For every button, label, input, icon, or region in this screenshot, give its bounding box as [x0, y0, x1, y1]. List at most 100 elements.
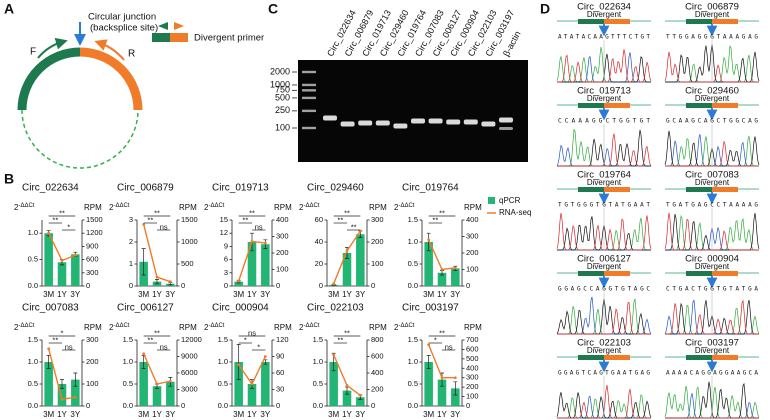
- y-axis-label: 2-ΔΔCt: [299, 203, 320, 213]
- primer-orange: [712, 19, 738, 24]
- x-tick-label: 1Y: [152, 410, 162, 419]
- y-tick-label: 1.0: [123, 357, 133, 366]
- panel-a: Circular junction (backsplice site) F R …: [17, 12, 264, 169]
- rna-seq-point: [440, 268, 444, 271]
- qpcr-bar: [342, 253, 352, 286]
- y-tick-label: 15: [220, 215, 228, 224]
- legend-label: qPCR: [499, 196, 521, 205]
- y2-tick-label: 500: [181, 259, 194, 268]
- ladder-label: 2000: [270, 66, 290, 76]
- qpcr-bar: [152, 386, 162, 406]
- y2-axis-label: RPM: [84, 323, 102, 332]
- y-tick-label: 1.0: [313, 357, 323, 366]
- rna-seq-point: [427, 238, 431, 242]
- rna-seq-point: [237, 363, 241, 367]
- y2-tick-label: 100: [466, 264, 479, 273]
- y-label-base: 2: [109, 203, 114, 212]
- y-label-base: 2: [204, 323, 209, 332]
- reverse-primer: [94, 39, 125, 61]
- y-label-exponent: -ΔΔCt: [18, 323, 34, 329]
- y-axis-label: 2-ΔΔCt: [14, 203, 35, 213]
- y2-tick-label: 120: [276, 335, 289, 344]
- y2-tick-label: 90: [276, 351, 284, 360]
- chart-title: Circ_006127: [117, 303, 174, 314]
- y2-tick-label: 100: [371, 259, 384, 268]
- legend-arrow-orange: [174, 22, 184, 30]
- tile-title: Circ_003197: [685, 338, 739, 349]
- sequence: GGAGTCAGTGAATGAG: [558, 370, 650, 377]
- chart-title: Circ_022634: [22, 183, 79, 194]
- x-tick-label: 3Y: [165, 410, 175, 419]
- y2-tick-label: 300: [86, 268, 99, 277]
- y-tick-label: 9: [224, 241, 228, 250]
- primer-label: Divergent: [587, 94, 622, 103]
- significance-label: ns: [248, 328, 256, 337]
- y-label-exponent: -ΔΔCt: [398, 203, 414, 209]
- x-tick-label: 1Y: [247, 290, 257, 299]
- primer-orange: [712, 187, 738, 192]
- rna-seq-point: [263, 355, 267, 358]
- x-tick-label: 1Y: [152, 290, 162, 299]
- significance-label: *: [257, 342, 260, 351]
- y2-tick-label: 400: [466, 215, 479, 224]
- legend-arrow-green: [158, 22, 168, 30]
- y-tick-label: 0.0: [28, 401, 38, 410]
- y-tick-label: 0.0: [218, 401, 228, 410]
- y2-tick-label: 300: [466, 373, 479, 382]
- sample-band: [358, 120, 373, 126]
- tile-title: Circ_029460: [685, 86, 739, 97]
- chart-title: Circ_022103: [307, 303, 364, 314]
- forward-label: F: [30, 47, 36, 58]
- y2-tick-label: 600: [466, 344, 479, 353]
- sample-band: [411, 118, 425, 124]
- significance-label: **: [337, 215, 343, 224]
- primer-orange: [604, 19, 630, 24]
- significance-label: **: [154, 208, 160, 217]
- y-label-exponent: -ΔΔCt: [113, 323, 129, 329]
- primer-green: [686, 187, 712, 192]
- x-tick-label: 3Y: [165, 290, 175, 299]
- y2-tick-label: 1500: [181, 215, 198, 224]
- rna-seq-point: [155, 275, 159, 279]
- x-tick-label: 3M: [43, 290, 54, 299]
- y-tick-label: 0.5: [313, 379, 323, 388]
- primer-orange: [712, 355, 738, 360]
- y2-tick-label: 300: [276, 231, 289, 240]
- tile-title: Circ_019713: [577, 86, 631, 97]
- y-axis-label: 2-ΔΔCt: [299, 323, 320, 333]
- primer-label: Divergent: [587, 262, 622, 271]
- reverse-label: R: [128, 49, 135, 60]
- error-bar: [426, 232, 431, 252]
- y-tick-label: 0.5: [28, 379, 38, 388]
- qpcr-bar: [234, 281, 243, 286]
- rna-seq-point: [168, 280, 172, 283]
- y-label-base: 2: [204, 203, 209, 212]
- y-tick-label: 3: [129, 215, 133, 224]
- y-tick-label: 20: [315, 259, 323, 268]
- y-tick-label: 12: [220, 228, 228, 237]
- significance-label: **: [351, 222, 357, 231]
- y2-tick-label: 300: [86, 335, 99, 344]
- x-tick-label: 3Y: [70, 410, 80, 419]
- y-label-base: 2: [299, 203, 304, 212]
- significance-label: **: [147, 335, 153, 344]
- y-tick-label: 0.5: [28, 255, 38, 264]
- ladder-label: 250: [275, 105, 290, 115]
- y2-tick-label: 400: [276, 215, 289, 224]
- y2-tick-label: 200: [371, 384, 384, 393]
- panel-label: D: [540, 1, 550, 17]
- y-tick-label: 2: [129, 237, 133, 246]
- exon-green: [17, 47, 81, 111]
- sequence: GGAGCCAGGTGTAGC: [558, 286, 650, 293]
- y-label-exponent: -ΔΔCt: [113, 203, 129, 209]
- qpcr-bar: [356, 234, 365, 286]
- y2-tick-label: 3000: [181, 384, 198, 393]
- qpcr-bar: [261, 362, 270, 406]
- qpcr-bar: [451, 388, 460, 406]
- y-axis-label: 2-ΔΔCt: [109, 323, 130, 333]
- rna-seq-point: [73, 395, 77, 399]
- y-tick-label: 1.5: [408, 215, 418, 224]
- y-axis-label: 2-ΔΔCt: [394, 203, 415, 213]
- y2-axis-label: RPM: [369, 203, 387, 212]
